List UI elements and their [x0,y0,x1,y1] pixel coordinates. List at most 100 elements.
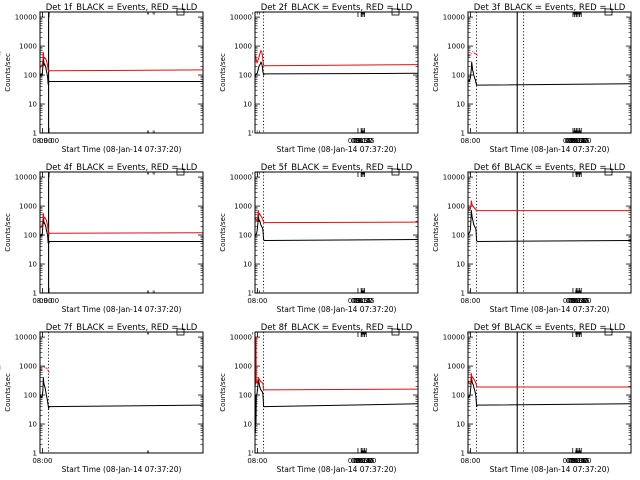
data-point-black [259,221,261,223]
data-point-black [469,77,471,79]
data-point-black [45,226,47,228]
data-point-red [0,367,1,369]
y-tick-label: 1000 [19,363,37,371]
y-tick-label: 1000 [19,43,37,51]
data-point-black [470,210,472,212]
data-point-red [469,383,471,385]
y-tick-label: 10 [243,261,252,269]
y-tick-label: 100 [452,232,465,240]
data-point-red [0,54,1,56]
data-point-red [472,376,474,378]
x-axis-label: Start Time (08-Jan-14 07:37:20) [490,305,610,314]
panel-title: Det 8f_BLACK = Events, RED = LLD [261,323,413,333]
data-point-red [260,50,262,52]
data-point-red [262,383,264,384]
series-line-red [254,50,419,67]
data-point-black [473,223,474,224]
data-point-red [256,219,258,221]
data-point-black [49,241,50,242]
data-point-black [42,389,44,391]
y-tick-label: 100 [24,232,37,240]
data-point-black [260,388,261,390]
data-point-black [261,62,263,64]
data-point-red [42,59,44,61]
y-tick-label: 100 [239,392,252,400]
data-point-red [474,379,476,381]
data-point-red [259,53,261,55]
data-point-red [43,56,45,58]
data-point-black [260,224,262,226]
data-point-black [255,233,257,235]
x-tick-label: 08:30 [353,457,373,465]
data-point-black [470,72,472,74]
x-tick-label: 08:00 [460,297,480,305]
data-point-black [255,394,257,396]
data-point-red [48,371,50,372]
data-point-black [261,225,263,227]
y-tick-label: 10000 [443,174,465,182]
y-axis-label: Counts/sec [432,213,440,252]
data-point-red [42,366,44,368]
data-point-black [43,384,45,386]
data-point-red [43,217,45,219]
data-point-black [470,68,472,70]
data-point-black [263,239,265,240]
data-point-red [263,64,265,66]
panel-2: Det 2f_BLACK = Events, RED = LLD Counts/s… [219,3,591,154]
panel-5: Det 5f_BLACK = Events, RED = LLD Counts/s… [219,163,591,314]
plot-frame [467,11,632,134]
data-point-black [256,393,258,395]
x-tick-label: 08:15 [566,297,586,305]
data-point-black [474,227,476,229]
data-point-red [259,379,261,381]
data-point-black [47,235,49,237]
data-point-black [45,67,47,69]
x-tick-label: 08:15 [566,457,586,465]
data-point-black [473,75,475,77]
data-point-black [260,389,262,391]
y-tick-label: 10 [243,101,252,109]
x-tick-label: 07:45 [563,137,583,145]
y-tick-label: 1000 [19,203,37,211]
data-point-black [45,229,47,231]
data-point-black [46,72,48,74]
y-tick-label: 10 [28,101,37,109]
data-point-red [258,212,260,213]
data-point-red [256,380,258,382]
data-point-black [46,231,48,233]
panel-1: Det 1f_BLACK = Events, RED = LLD Counts/s… [4,3,525,154]
y-tick-label: 10 [28,421,37,429]
data-point-red [263,389,265,391]
data-point-black [44,222,46,224]
data-point-black [256,231,258,233]
data-point-red [46,221,48,223]
x-axis-label: Start Time (08-Jan-14 07:37:20) [490,145,610,154]
data-point-black [255,423,257,425]
data-point-black [257,385,259,387]
x-tick-label: 08:15 [351,137,371,145]
data-point-red [258,56,260,58]
data-point-black [48,82,50,84]
data-point-black [471,65,473,67]
data-point-black [44,224,46,226]
data-point-red [260,215,262,217]
data-point-black [42,228,44,230]
data-point-red [41,224,43,226]
plot-frame [467,171,632,294]
data-point-black [255,73,257,75]
x-tick-label: 08:15 [566,457,586,465]
data-point-red [470,200,472,202]
y-tick-label: 10 [456,261,465,269]
y-tick-label: 1 [461,450,465,458]
x-tick-label: 08:00 [565,137,585,145]
data-point-red [474,208,476,210]
data-point-red [474,207,476,209]
data-point-black [473,387,475,389]
data-point-red [476,54,478,56]
data-point-red [469,382,471,384]
plot-frame [467,331,632,454]
data-point-black [263,406,265,408]
data-point-black [474,392,476,394]
data-point-red [470,205,472,207]
data-point-red [476,210,478,212]
